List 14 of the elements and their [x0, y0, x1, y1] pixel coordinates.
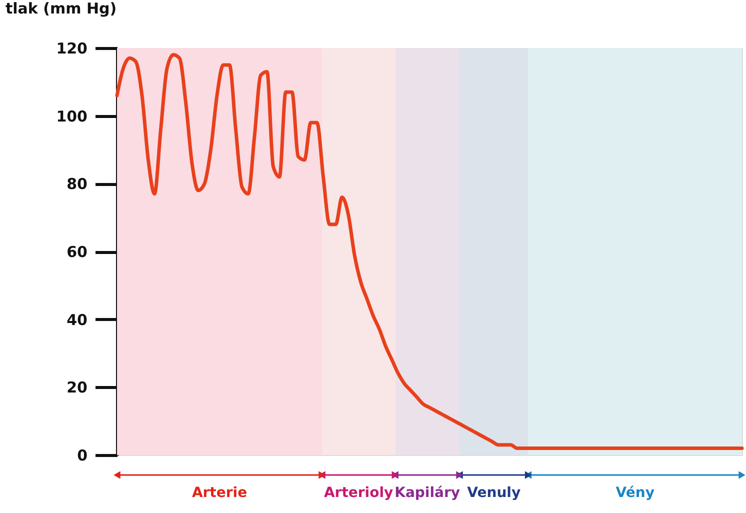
y-tick-label: 40: [66, 310, 88, 329]
y-tick-label: 0: [77, 446, 88, 464]
text: Arterie: [192, 485, 248, 501]
text: Arterioly: [324, 485, 394, 501]
y-tick-label: 20: [66, 378, 88, 397]
text: Venuly: [467, 485, 521, 501]
y-tick-label: 120: [56, 40, 88, 58]
line-series: [115, 53, 744, 450]
y-tick-label: 100: [56, 107, 88, 126]
y-axis-title: tlak (mm Hg): [6, 0, 117, 18]
y-tick-label: 60: [66, 243, 88, 261]
text: Vény: [616, 485, 654, 501]
text: Kapiláry: [394, 485, 460, 501]
y-tick-label: 80: [66, 175, 88, 194]
